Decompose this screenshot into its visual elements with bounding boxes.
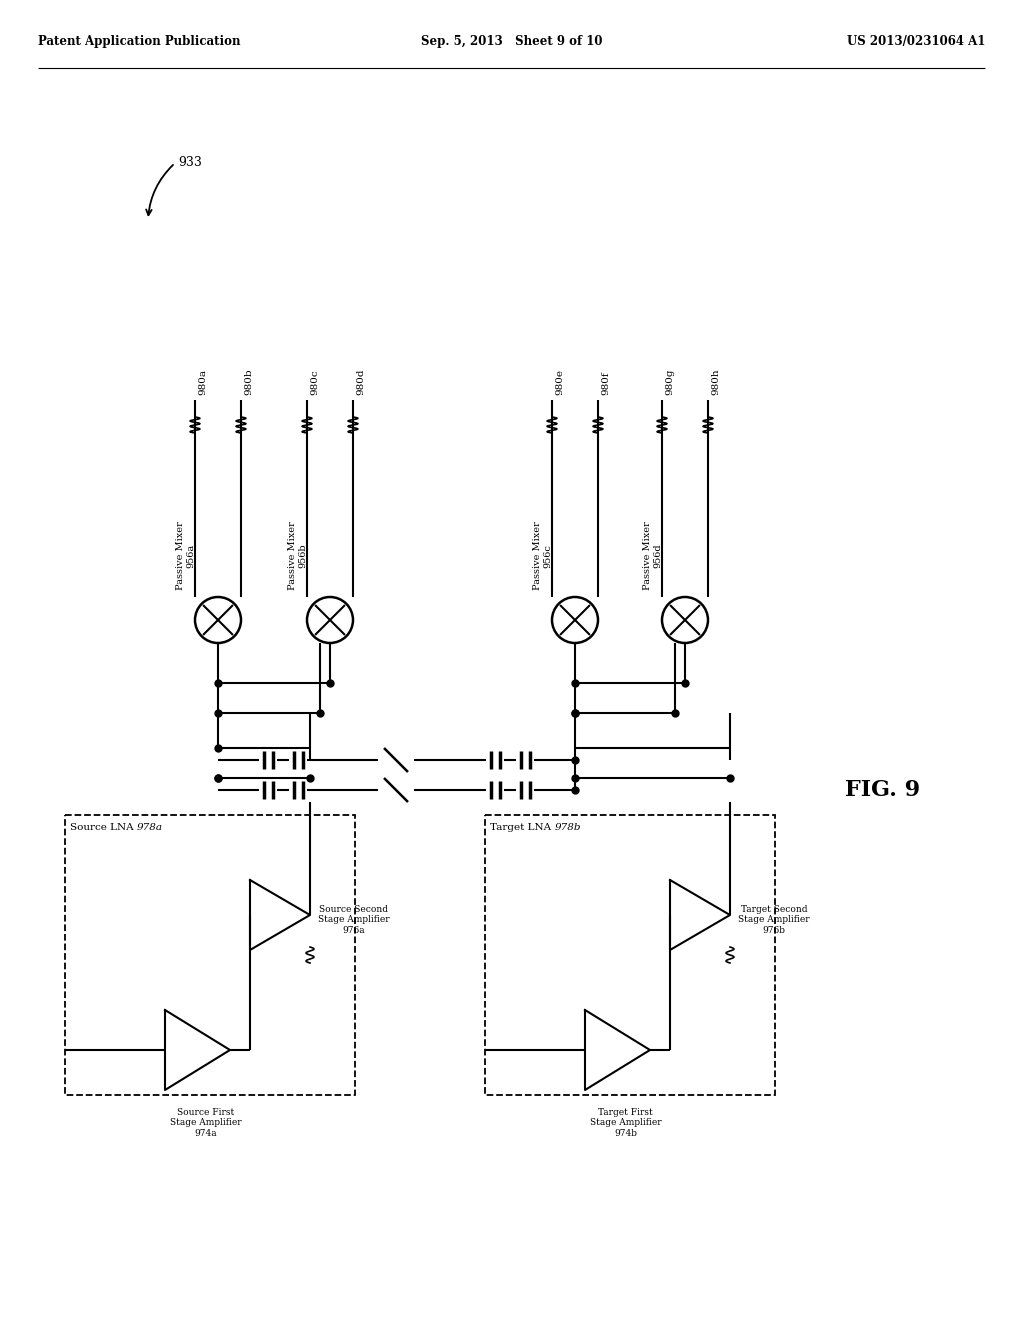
Text: Source Second
Stage Amplifier
976a: Source Second Stage Amplifier 976a — [318, 906, 389, 935]
Text: 980c: 980c — [310, 370, 319, 395]
Text: FIG. 9: FIG. 9 — [845, 779, 921, 801]
Text: 980a: 980a — [198, 370, 207, 395]
Text: 980f: 980f — [601, 371, 610, 395]
Text: Sep. 5, 2013   Sheet 9 of 10: Sep. 5, 2013 Sheet 9 of 10 — [421, 36, 603, 48]
Text: Source First
Stage Amplifier
974a: Source First Stage Amplifier 974a — [170, 1107, 242, 1138]
Text: 980g: 980g — [665, 368, 674, 395]
Text: 980b: 980b — [244, 368, 253, 395]
Text: Passive Mixer
956a: Passive Mixer 956a — [176, 521, 196, 590]
Text: Passive Mixer
956c: Passive Mixer 956c — [534, 521, 553, 590]
Bar — [65, 814, 355, 1096]
Text: 980h: 980h — [711, 368, 720, 395]
Text: 980e: 980e — [555, 370, 564, 395]
Text: US 2013/0231064 A1: US 2013/0231064 A1 — [847, 36, 985, 48]
Text: 933: 933 — [178, 156, 202, 169]
Text: 978b: 978b — [555, 822, 582, 832]
Text: Patent Application Publication: Patent Application Publication — [38, 36, 241, 48]
Text: Target Second
Stage Amplifier
976b: Target Second Stage Amplifier 976b — [738, 906, 810, 935]
Text: 978a: 978a — [137, 822, 163, 832]
Text: Source LNA: Source LNA — [70, 822, 137, 832]
Text: Target LNA: Target LNA — [490, 822, 554, 832]
Text: Target First
Stage Amplifier
974b: Target First Stage Amplifier 974b — [590, 1107, 662, 1138]
Text: Passive Mixer
956d: Passive Mixer 956d — [643, 521, 663, 590]
Text: 980d: 980d — [356, 368, 365, 395]
Text: Passive Mixer
956b: Passive Mixer 956b — [289, 521, 307, 590]
Bar — [485, 814, 775, 1096]
